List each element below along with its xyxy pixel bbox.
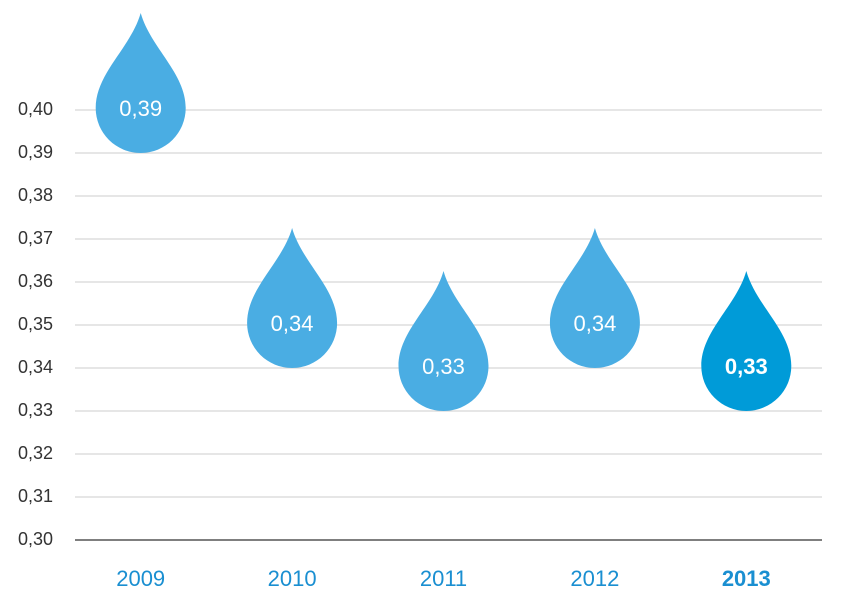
x-tick-label: 2010: [268, 566, 317, 591]
y-tick-label: 0,39: [18, 142, 53, 162]
y-tick-label: 0,37: [18, 228, 53, 248]
y-tick-label: 0,31: [18, 486, 53, 506]
drop: [398, 271, 489, 411]
drop: [95, 13, 186, 153]
y-tick-label: 0,32: [18, 443, 53, 463]
y-tick-label: 0,33: [18, 400, 53, 420]
value-label: 0,34: [573, 311, 616, 336]
drop: [247, 228, 338, 369]
drop: [701, 271, 792, 411]
y-tick-label: 0,34: [18, 357, 53, 377]
y-tick-label: 0,35: [18, 314, 53, 334]
y-tick-label: 0,38: [18, 185, 53, 205]
x-tick-label: 2011: [420, 566, 467, 591]
x-tick-label: 2013: [722, 566, 771, 591]
x-tick-label: 2012: [570, 566, 619, 591]
x-tick-label: 2009: [116, 566, 165, 591]
y-tick-label: 0,30: [18, 529, 53, 549]
value-label: 0,39: [119, 96, 162, 121]
drop: [549, 228, 640, 369]
value-label: 0,34: [271, 311, 314, 336]
value-label: 0,33: [422, 354, 465, 379]
value-label: 0,33: [725, 354, 768, 379]
y-tick-label: 0,36: [18, 271, 53, 291]
y-tick-label: 0,40: [18, 99, 53, 119]
